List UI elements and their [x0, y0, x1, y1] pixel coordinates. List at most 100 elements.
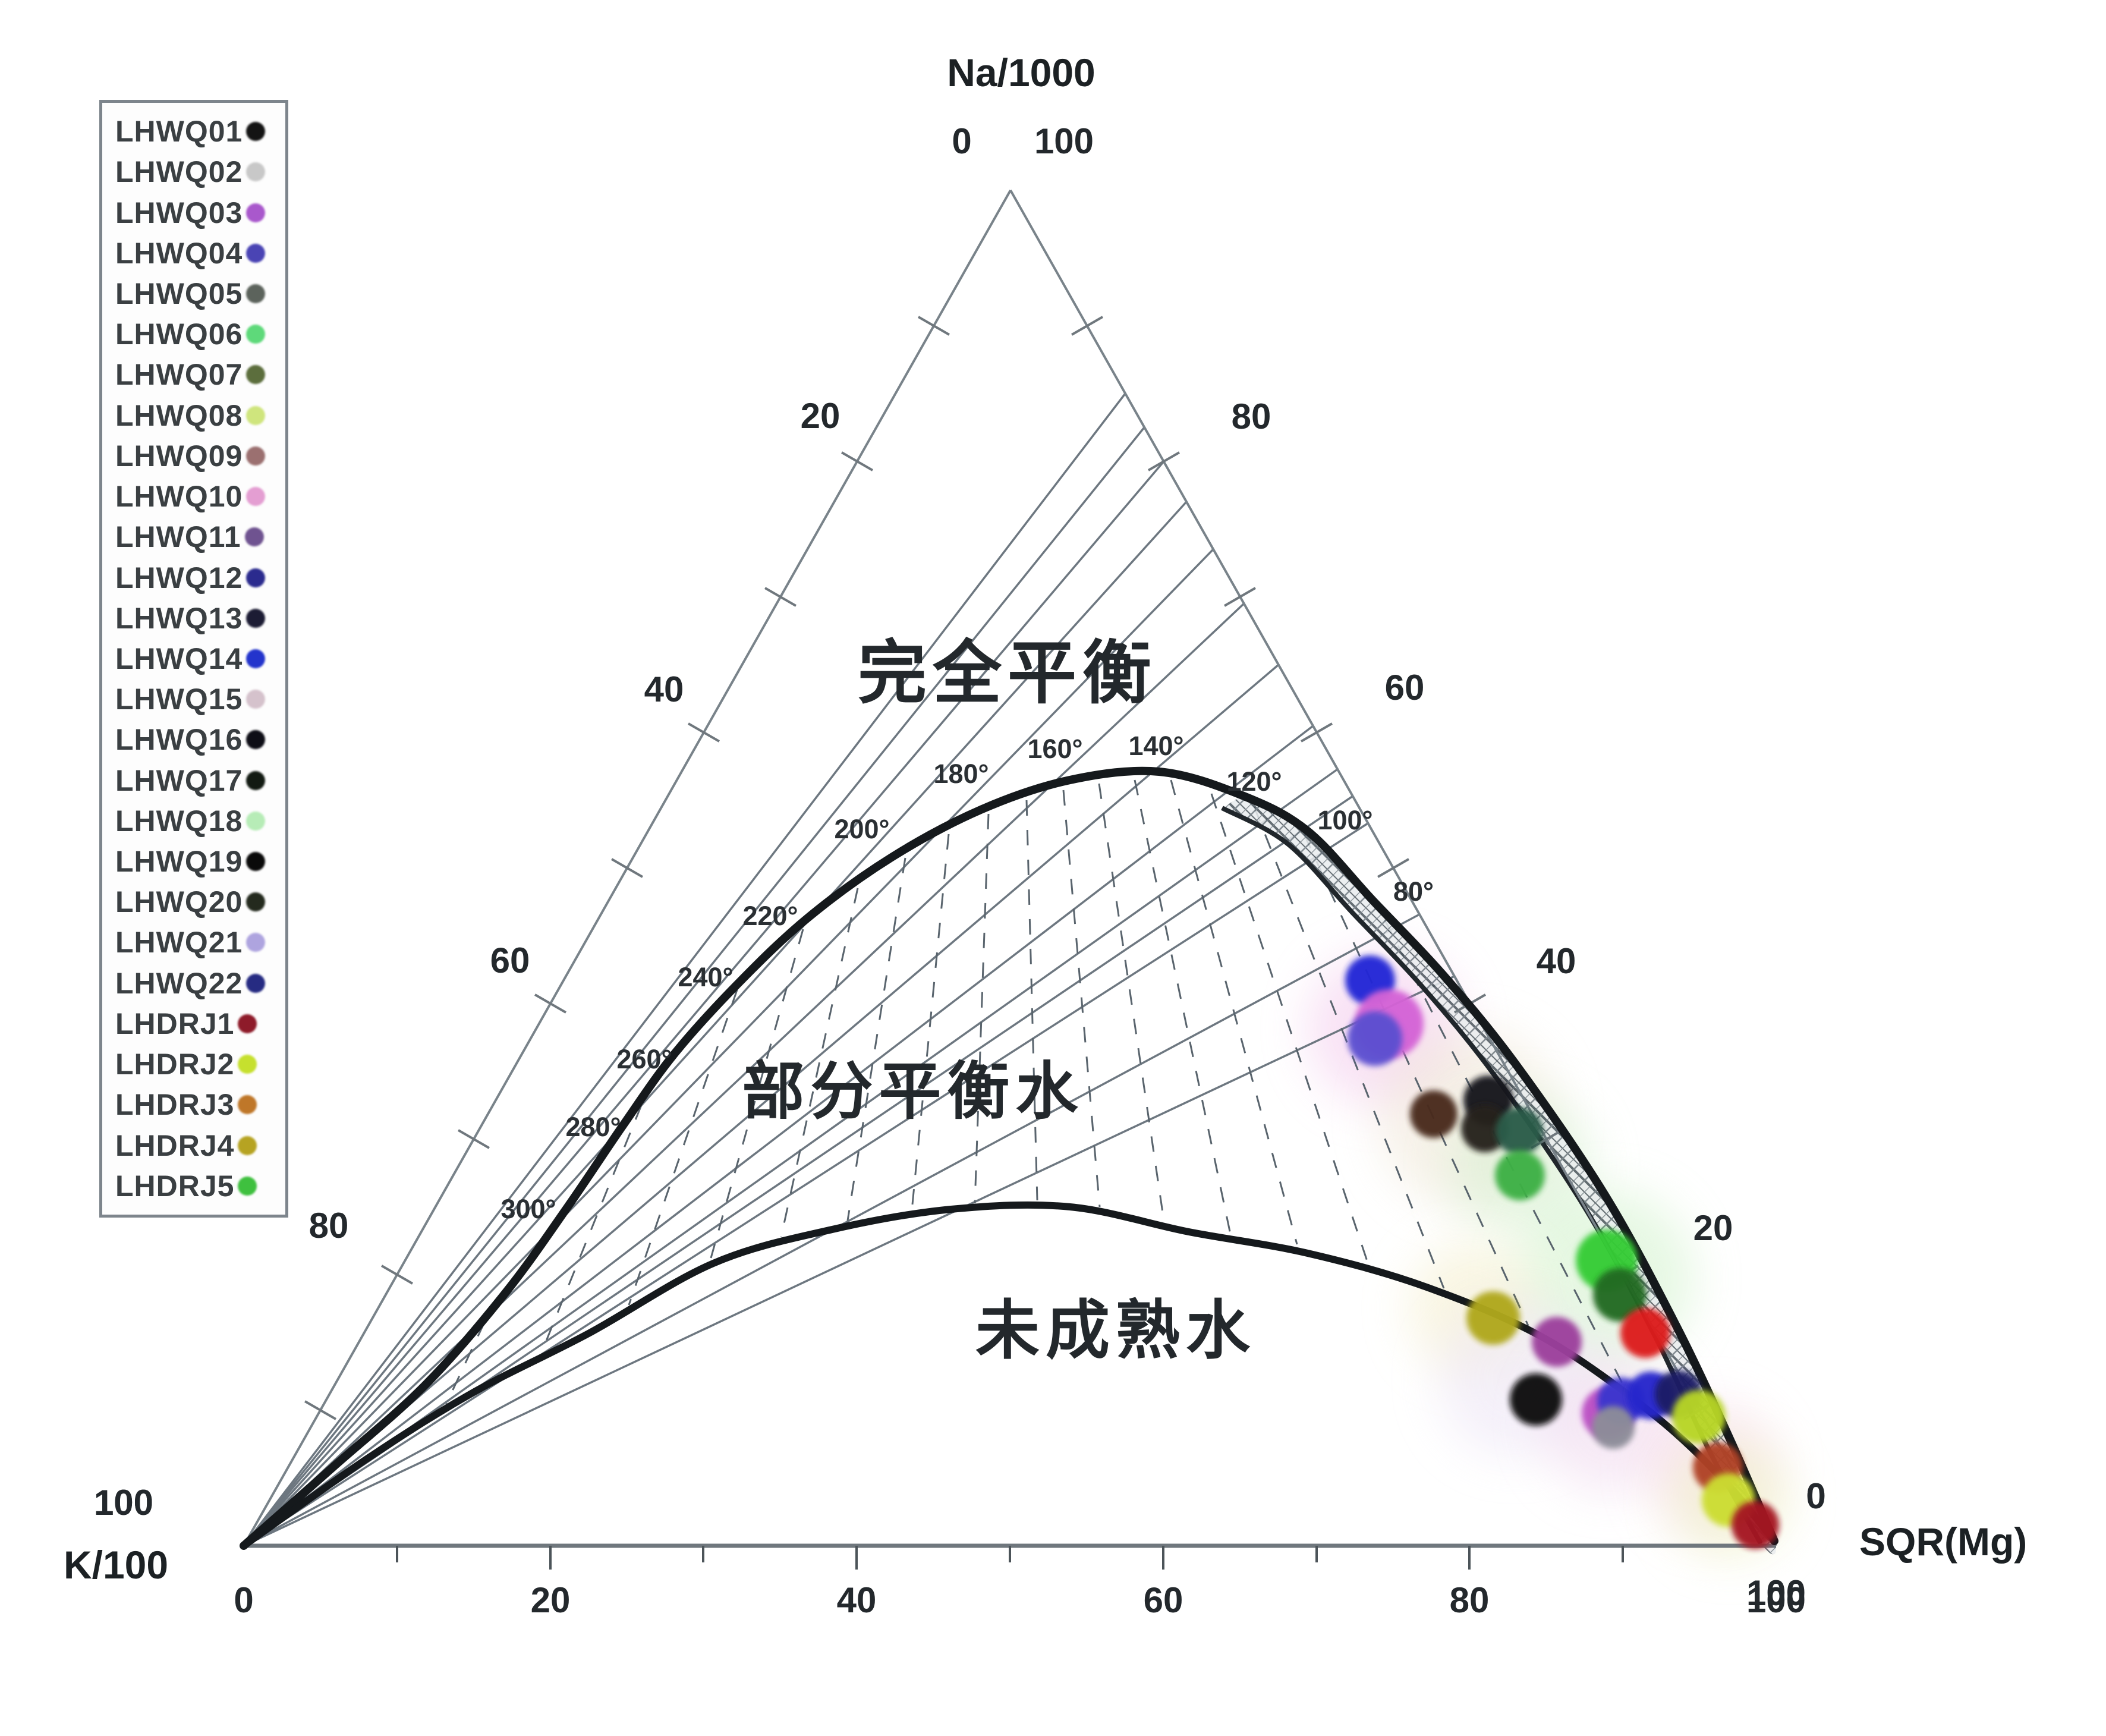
isotherm-dashed-line [628, 989, 738, 1306]
sample-point [1593, 1268, 1647, 1322]
isotherm-dashed-line [445, 1322, 486, 1404]
right-edge-tick [1224, 587, 1256, 607]
legend-item-marker [246, 770, 266, 790]
legend-item-marker [246, 243, 266, 263]
legend-item-label: LHDRJ2 [115, 1048, 235, 1081]
legend-item-marker [246, 568, 266, 587]
legend-item-marker [246, 325, 266, 344]
bottom-axis-tick-label: 0 [234, 1580, 253, 1620]
isotherm-label: 180° [933, 759, 989, 789]
right-edge-tick-label: 80 [1232, 397, 1271, 436]
legend-item-label: LHWQ04 [115, 236, 243, 270]
left-edge-tick [534, 993, 566, 1014]
legend-item-marker [246, 973, 266, 993]
legend-item-label: LHWQ10 [115, 480, 243, 514]
isotherm-fan-line [243, 501, 1188, 1547]
legend-item-marker [246, 649, 266, 668]
legend-item: LHWQ21 [115, 924, 279, 961]
legend-item-marker [246, 608, 266, 628]
legend-item-label: LHWQ03 [115, 196, 243, 229]
isotherm-dashed-line [780, 888, 859, 1238]
isotherm-label: 100° [1317, 805, 1372, 835]
legend-item: LHWQ12 [115, 559, 279, 596]
isotherm-dashed-line [1025, 800, 1038, 1201]
mg-axis-100-label: 100 [1746, 1573, 1806, 1613]
sample-point [1510, 1373, 1562, 1426]
left-edge-tick [764, 587, 797, 607]
left-edge-tick [918, 316, 950, 336]
isotherm-label: 280° [565, 1112, 621, 1142]
legend-item-label: LHWQ01 [115, 115, 243, 149]
isotherm-dashed-line [540, 1105, 643, 1353]
na-axis-tick-label: 0 [952, 121, 971, 161]
legend-item-marker [246, 405, 266, 425]
right-edge-tick [1301, 722, 1333, 743]
legend-item: LHWQ20 [115, 883, 279, 920]
isotherm-fan-line [243, 602, 1245, 1547]
legend-item: LHWQ18 [115, 803, 279, 839]
sample-point [1410, 1090, 1457, 1138]
legend-item-label: LHWQ09 [115, 439, 243, 473]
legend-item: LHWQ08 [115, 397, 279, 434]
sample-point [1496, 1108, 1543, 1155]
legend-item-marker [246, 122, 266, 141]
legend-item-marker [246, 892, 266, 912]
left-edge-tick-label: 100 [94, 1483, 153, 1523]
sample-point [1672, 1390, 1726, 1443]
sample-point [1461, 1105, 1509, 1152]
legend-item-label: LHWQ07 [115, 358, 243, 392]
isotherm-fan-line [243, 426, 1145, 1547]
legend-item: LHWQ04 [115, 235, 279, 272]
k-axis-title: K/100 [64, 1543, 168, 1587]
legend-item-marker [246, 487, 266, 507]
legend-item-marker [246, 446, 266, 466]
left-edge-tick [611, 858, 643, 878]
region-label: 未成熟水 [975, 1294, 1256, 1366]
legend-item-label: LHWQ20 [115, 885, 243, 919]
bottom-axis-tick-label: 100 [1746, 1580, 1806, 1620]
legend-item-marker [246, 730, 266, 750]
legend-item: LHWQ10 [115, 478, 279, 515]
legend-item: LHWQ13 [115, 600, 279, 637]
isotherm-label: 80° [1393, 876, 1434, 907]
legend-item-label: LHWQ21 [115, 926, 243, 960]
isotherm-dashed-line [1253, 806, 1445, 1289]
isotherm-dashed-line [1170, 779, 1298, 1245]
legend-item-marker [246, 811, 266, 831]
right-edge-tick-label: 60 [1385, 668, 1425, 707]
isotherm-fan-line [243, 460, 1165, 1547]
legend-item-label: LHWQ22 [115, 966, 243, 1000]
legend-item: LHWQ16 [115, 721, 279, 758]
isotherm-fan-line [243, 975, 1455, 1547]
isotherm-label: 120° [1226, 766, 1282, 797]
left-edge-tick-label: 40 [644, 669, 684, 709]
legend-item-marker [244, 527, 264, 547]
isotherm-dashed-line [974, 813, 990, 1204]
sample-point [1732, 1501, 1779, 1549]
right-edge-tick [1377, 858, 1409, 878]
legend-item: LHWQ11 [115, 518, 279, 555]
sample-point [1532, 1317, 1582, 1367]
legend-box: LHWQ01 LHWQ02 LHWQ03 LHWQ04 LHWQ05 LHWQ06 LHWQ… [99, 100, 288, 1218]
isotherm-fan-line [243, 548, 1214, 1547]
region-label: 部分平衡水 [742, 1057, 1084, 1127]
right-edge-tick [1071, 316, 1103, 336]
legend-item-marker [246, 284, 266, 303]
legend-item-marker [238, 1095, 257, 1115]
isotherm-fan-line [243, 768, 1339, 1547]
immature-water-curve [240, 1201, 1778, 1549]
legend-item-label: LHDRJ5 [115, 1169, 235, 1203]
legend-item: LHDRJ5 [115, 1168, 279, 1204]
isotherm-fan-line [243, 822, 1368, 1547]
bottom-axis-tick-label: 40 [837, 1580, 877, 1620]
legend-item: LHDRJ4 [115, 1127, 279, 1164]
legend-item-label: LHWQ13 [115, 601, 243, 635]
isotherm-label: 300° [500, 1194, 556, 1224]
legend-item: LHWQ15 [115, 681, 279, 718]
legend-item-label: LHWQ17 [115, 763, 243, 797]
right-edge-tick-label: 40 [1537, 941, 1576, 981]
legend-item-marker [246, 852, 266, 872]
legend-item-label: LHWQ14 [115, 641, 243, 675]
legend-item-label: LHWQ11 [115, 520, 241, 554]
left-edge-tick [841, 451, 873, 471]
